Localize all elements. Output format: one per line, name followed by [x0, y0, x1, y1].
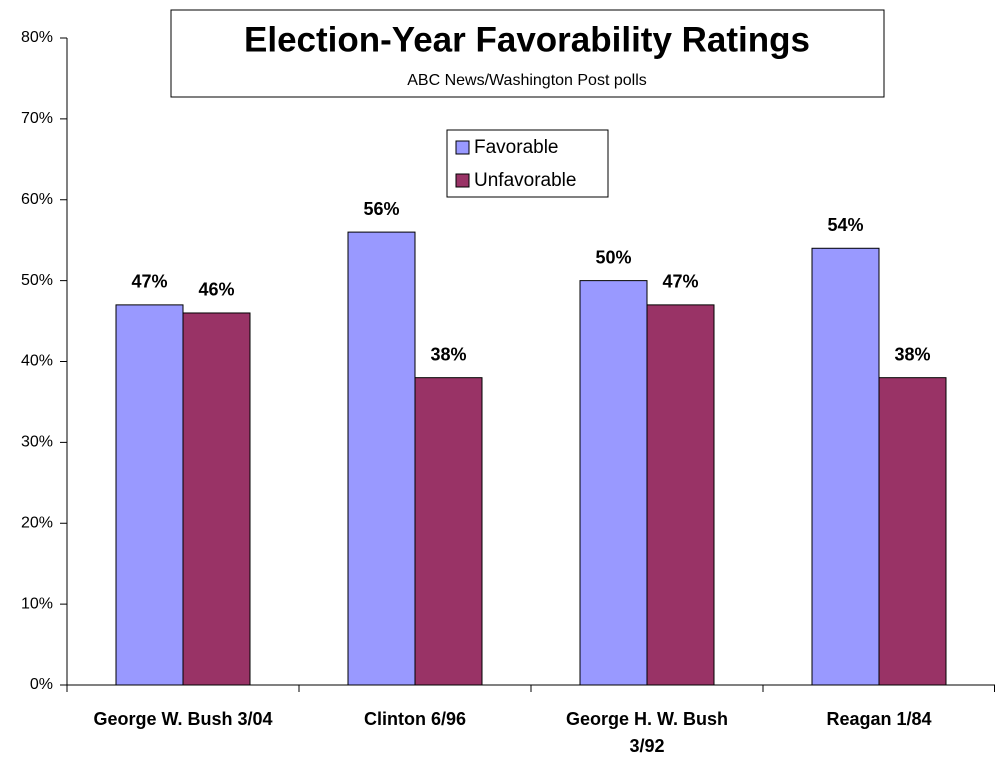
- chart-title: Election-Year Favorability Ratings: [244, 20, 810, 59]
- x-tick-label: George H. W. Bush 3/92: [566, 709, 728, 756]
- bar: [811, 247, 880, 686]
- y-tick-label: 10%: [21, 595, 53, 612]
- bar: [878, 377, 947, 686]
- legend-box: [446, 129, 609, 198]
- legend-swatch: [455, 173, 470, 188]
- data-label: 47%: [662, 272, 698, 292]
- x-tick-label: Reagan 1/84: [826, 709, 931, 729]
- y-tick-label: 70%: [21, 110, 53, 127]
- y-tick-label: 40%: [21, 353, 53, 370]
- x-tick-label-line: 3/92: [629, 736, 664, 756]
- data-label: 38%: [430, 344, 466, 364]
- data-label: 50%: [595, 247, 631, 267]
- data-label: 47%: [131, 272, 167, 292]
- legend-swatch: [455, 140, 470, 155]
- y-tick-label: 20%: [21, 514, 53, 531]
- y-tick-label: 50%: [21, 272, 53, 289]
- bar: [182, 312, 251, 686]
- data-label: 38%: [894, 344, 930, 364]
- bar: [579, 280, 648, 686]
- bar: [646, 304, 715, 686]
- bar: [115, 304, 184, 686]
- y-tick-label: 80%: [21, 29, 53, 46]
- x-tick-label: Clinton 6/96: [364, 709, 466, 729]
- legend-label: Unfavorable: [474, 170, 576, 191]
- data-label: 54%: [827, 215, 863, 235]
- y-tick-label: 0%: [30, 676, 53, 693]
- x-tick-label-line: Reagan 1/84: [826, 709, 931, 729]
- x-tick-label: George W. Bush 3/04: [93, 709, 272, 729]
- data-label: 56%: [363, 199, 399, 219]
- y-tick-label: 60%: [21, 191, 53, 208]
- bar: [347, 231, 416, 686]
- x-tick-label-line: Clinton 6/96: [364, 709, 466, 729]
- data-label: 46%: [198, 280, 234, 300]
- x-tick-label-line: George H. W. Bush: [566, 709, 728, 729]
- chart-subtitle: ABC News/Washington Post polls: [407, 72, 647, 89]
- y-tick-label: 30%: [21, 434, 53, 451]
- bar: [414, 377, 483, 686]
- legend-label: Favorable: [474, 137, 559, 158]
- x-tick-label-line: George W. Bush 3/04: [93, 709, 272, 729]
- title-box: [170, 9, 885, 98]
